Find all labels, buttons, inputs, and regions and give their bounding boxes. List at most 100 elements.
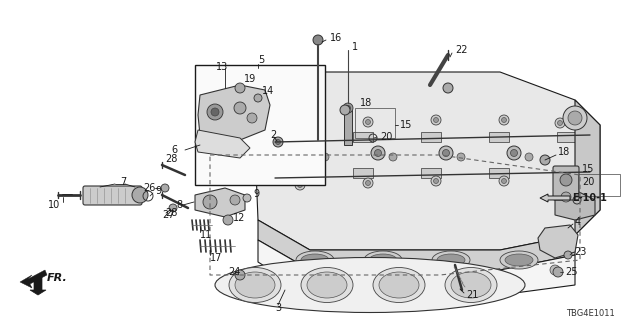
Polygon shape bbox=[20, 270, 47, 288]
Text: 1: 1 bbox=[352, 42, 358, 52]
Circle shape bbox=[235, 270, 245, 280]
FancyBboxPatch shape bbox=[553, 166, 579, 200]
Ellipse shape bbox=[505, 254, 533, 266]
Circle shape bbox=[563, 106, 587, 130]
Circle shape bbox=[169, 204, 177, 212]
Ellipse shape bbox=[229, 268, 281, 302]
Ellipse shape bbox=[500, 251, 538, 269]
Circle shape bbox=[555, 118, 565, 128]
Text: 24: 24 bbox=[228, 267, 241, 277]
Circle shape bbox=[568, 111, 582, 125]
Text: TBG4E1011: TBG4E1011 bbox=[566, 308, 615, 317]
Circle shape bbox=[223, 215, 233, 225]
Bar bbox=[353, 168, 373, 178]
Bar bbox=[285, 168, 305, 178]
Bar bbox=[355, 108, 395, 138]
Text: 4: 4 bbox=[575, 217, 581, 227]
Text: 28: 28 bbox=[165, 208, 177, 218]
Circle shape bbox=[540, 155, 550, 165]
Circle shape bbox=[298, 123, 303, 127]
Text: 12: 12 bbox=[233, 213, 245, 223]
Ellipse shape bbox=[364, 251, 402, 269]
Ellipse shape bbox=[445, 268, 497, 302]
Text: 28: 28 bbox=[165, 154, 177, 164]
Text: 16: 16 bbox=[330, 33, 342, 43]
Circle shape bbox=[374, 149, 381, 156]
Text: 15: 15 bbox=[400, 120, 412, 130]
Circle shape bbox=[564, 251, 572, 259]
Text: 21: 21 bbox=[466, 290, 478, 300]
Bar bbox=[421, 168, 441, 178]
Circle shape bbox=[365, 180, 371, 186]
Text: 2: 2 bbox=[270, 130, 276, 140]
Bar bbox=[557, 168, 577, 178]
Circle shape bbox=[363, 178, 373, 188]
Circle shape bbox=[555, 178, 565, 188]
Polygon shape bbox=[555, 190, 595, 220]
Circle shape bbox=[313, 35, 323, 45]
Circle shape bbox=[346, 106, 351, 110]
Ellipse shape bbox=[432, 251, 470, 269]
Circle shape bbox=[525, 153, 533, 161]
Circle shape bbox=[433, 117, 438, 123]
Bar bbox=[195, 65, 325, 185]
Ellipse shape bbox=[379, 272, 419, 298]
Circle shape bbox=[243, 194, 251, 202]
Text: 5: 5 bbox=[258, 55, 264, 65]
Circle shape bbox=[247, 113, 257, 123]
Circle shape bbox=[439, 146, 453, 160]
Circle shape bbox=[207, 104, 223, 120]
Text: 15: 15 bbox=[582, 164, 595, 174]
Polygon shape bbox=[575, 100, 600, 235]
Bar bbox=[578, 174, 620, 196]
Bar bbox=[353, 132, 373, 142]
Polygon shape bbox=[30, 277, 46, 295]
Text: 10: 10 bbox=[48, 200, 60, 210]
Circle shape bbox=[273, 137, 283, 147]
Text: 19: 19 bbox=[244, 74, 256, 84]
Ellipse shape bbox=[235, 272, 275, 298]
Polygon shape bbox=[255, 72, 600, 250]
Text: E-10-1: E-10-1 bbox=[572, 193, 607, 203]
Circle shape bbox=[321, 153, 329, 161]
Text: 20: 20 bbox=[380, 132, 392, 142]
Bar bbox=[557, 132, 577, 142]
Circle shape bbox=[371, 146, 385, 160]
Text: 23: 23 bbox=[574, 247, 586, 257]
Ellipse shape bbox=[451, 272, 491, 298]
Circle shape bbox=[230, 195, 240, 205]
Ellipse shape bbox=[369, 254, 397, 266]
Circle shape bbox=[254, 94, 262, 102]
Polygon shape bbox=[198, 85, 270, 140]
Text: 20: 20 bbox=[582, 177, 595, 187]
Circle shape bbox=[343, 103, 353, 113]
Circle shape bbox=[499, 176, 509, 186]
Text: 7: 7 bbox=[120, 177, 126, 187]
Polygon shape bbox=[195, 188, 245, 217]
Text: 8: 8 bbox=[176, 200, 182, 210]
Ellipse shape bbox=[301, 254, 329, 266]
Circle shape bbox=[560, 174, 572, 186]
Text: 18: 18 bbox=[360, 98, 372, 108]
Circle shape bbox=[280, 273, 290, 283]
Circle shape bbox=[298, 182, 303, 188]
Text: 11: 11 bbox=[200, 230, 212, 240]
Text: 14: 14 bbox=[262, 86, 275, 96]
Circle shape bbox=[340, 105, 350, 115]
Circle shape bbox=[443, 83, 453, 93]
Text: 25: 25 bbox=[565, 267, 577, 277]
Text: 17: 17 bbox=[210, 253, 222, 263]
Circle shape bbox=[495, 270, 505, 280]
Circle shape bbox=[363, 117, 373, 127]
Text: 6: 6 bbox=[171, 145, 177, 155]
Circle shape bbox=[235, 83, 245, 93]
Circle shape bbox=[507, 146, 521, 160]
Circle shape bbox=[431, 115, 441, 125]
Circle shape bbox=[553, 267, 563, 277]
Bar bbox=[421, 132, 441, 142]
Circle shape bbox=[550, 265, 560, 275]
Circle shape bbox=[203, 195, 217, 209]
Text: 27: 27 bbox=[162, 210, 175, 220]
Polygon shape bbox=[540, 194, 570, 202]
Ellipse shape bbox=[296, 251, 334, 269]
